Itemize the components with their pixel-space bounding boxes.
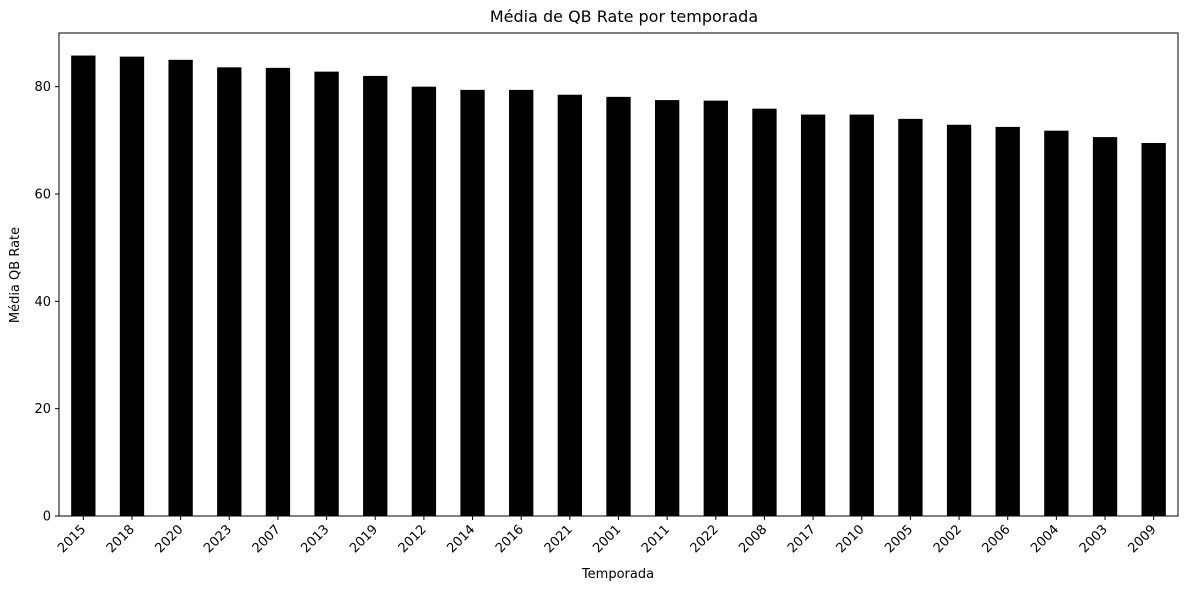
bar-2010 xyxy=(849,114,874,516)
x-tick-label: 2015 xyxy=(55,522,89,556)
x-tick-label: 2006 xyxy=(980,522,1014,556)
bar-2017 xyxy=(800,114,826,516)
bar-2008 xyxy=(752,108,777,517)
x-tick-label: 2020 xyxy=(152,522,186,556)
bar-2011 xyxy=(654,100,680,516)
y-tick-label: 40 xyxy=(34,295,51,310)
x-tick-label: 2007 xyxy=(250,522,284,556)
bar-2018 xyxy=(119,56,145,516)
bar-2004 xyxy=(1044,130,1069,516)
y-tick-label: 80 xyxy=(34,80,51,95)
bar-2009 xyxy=(1141,143,1166,516)
x-tick-label: 2003 xyxy=(1077,522,1111,556)
x-tick-label: 2013 xyxy=(298,522,332,556)
x-tick-label: 2004 xyxy=(1028,522,1062,556)
y-axis-ticks: 0 20 40 60 80 xyxy=(34,80,59,525)
bar-2016 xyxy=(509,89,534,517)
y-tick-label: 20 xyxy=(34,402,51,417)
x-tick-label: 2016 xyxy=(493,522,527,556)
x-axis-ticks: 2015 2018 2020 2023 2007 2013 2019 2012 2014 2016… xyxy=(55,516,1160,556)
bar-2013 xyxy=(314,71,339,516)
bar-2022 xyxy=(703,100,728,517)
y-tick-label: 60 xyxy=(34,188,51,203)
bar-2006 xyxy=(995,126,1020,517)
bar-2021 xyxy=(557,94,583,516)
x-tick-label: 2014 xyxy=(444,522,478,556)
bar-2001 xyxy=(606,96,631,516)
bar-2005 xyxy=(898,118,923,516)
y-axis-label: Média QB Rate xyxy=(8,227,23,323)
bars-group xyxy=(71,55,1166,517)
y-tick-label: 0 xyxy=(43,510,51,525)
x-tick-label: 2023 xyxy=(201,522,235,556)
x-tick-label: 2012 xyxy=(396,522,430,556)
plot-frame xyxy=(58,32,1179,517)
x-tick-label: 2018 xyxy=(104,522,138,556)
bar-2014 xyxy=(460,89,485,517)
x-tick-label: 2021 xyxy=(542,522,576,556)
x-tick-label: 2019 xyxy=(347,522,381,556)
bar-2012 xyxy=(411,86,437,517)
bar-2015 xyxy=(71,55,96,516)
x-tick-label: 2022 xyxy=(688,522,722,556)
x-tick-label: 2002 xyxy=(931,522,965,556)
x-tick-label: 2008 xyxy=(736,522,770,556)
x-tick-label: 2005 xyxy=(882,522,916,556)
bar-2023 xyxy=(217,67,242,516)
x-tick-label: 2001 xyxy=(590,522,624,556)
x-tick-label: 2011 xyxy=(639,522,673,556)
x-tick-label: 2010 xyxy=(834,522,868,556)
bar-2003 xyxy=(1092,137,1118,516)
x-axis-label: Temporada xyxy=(581,567,654,582)
x-tick-label: 2009 xyxy=(1125,522,1159,556)
bar-2007 xyxy=(265,67,291,516)
chart-title: Média de QB Rate por temporada xyxy=(490,7,758,26)
bar-2020 xyxy=(168,59,193,516)
x-tick-label: 2017 xyxy=(785,522,819,556)
bar-2002 xyxy=(946,124,972,517)
bar-2019 xyxy=(363,75,388,516)
